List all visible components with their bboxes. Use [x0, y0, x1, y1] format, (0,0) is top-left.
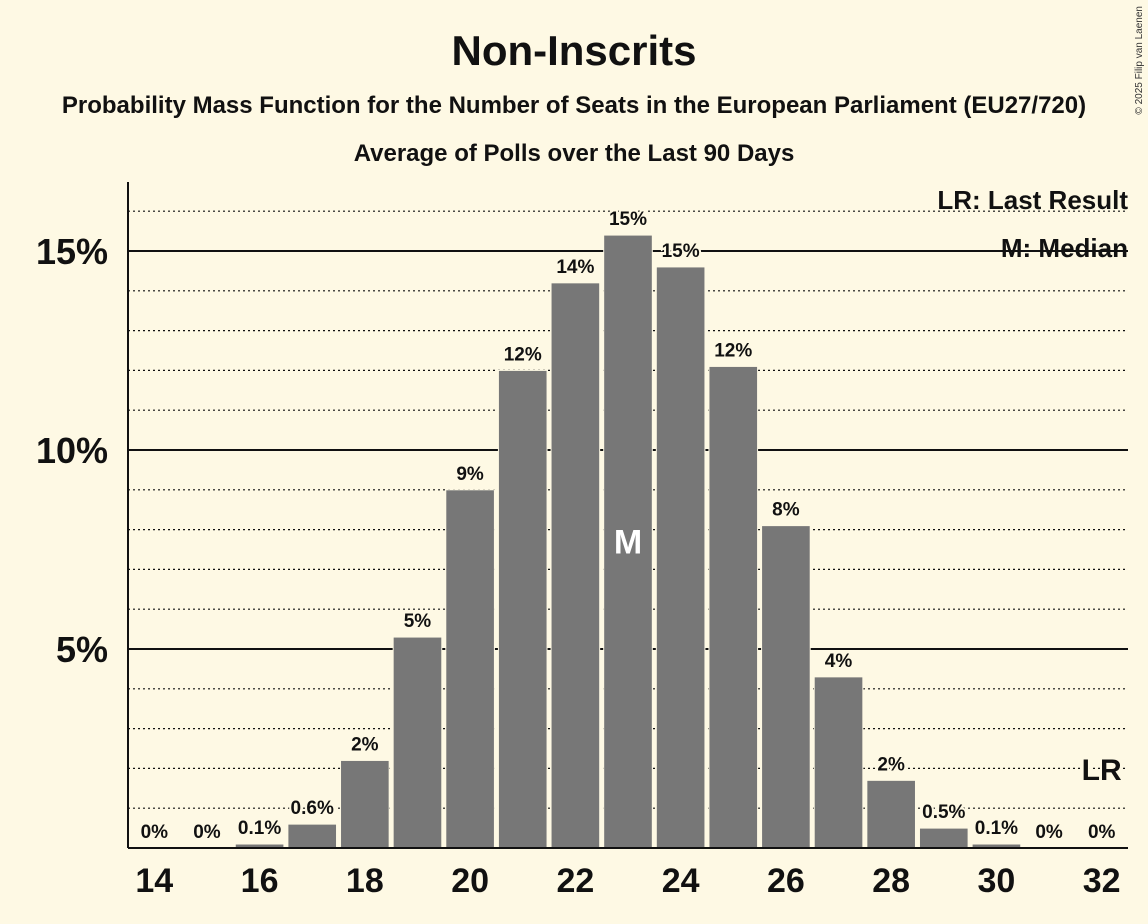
x-tick-label: 22	[556, 862, 594, 900]
y-tick-label: 5%	[56, 629, 108, 670]
bar-value-label: 0%	[141, 822, 169, 843]
bar-value-label: 2%	[877, 754, 905, 775]
bar-value-label: 0.5%	[922, 802, 965, 823]
bar-seat-19	[392, 636, 443, 849]
copyright-text: © 2025 Filip van Laenen	[1134, 6, 1145, 115]
chart-subtitle: Probability Mass Function for the Number…	[62, 92, 1086, 119]
bar-seat-20	[445, 489, 495, 849]
bar-value-label: 9%	[456, 464, 484, 485]
bar-value-label: 12%	[504, 344, 542, 365]
bar-seat-21	[497, 369, 548, 849]
bar-seat-28	[866, 779, 916, 849]
legend-median: M: Median	[1001, 233, 1128, 263]
bar-value-label: 0%	[1035, 822, 1063, 843]
x-tick-label: 16	[241, 862, 279, 900]
x-tick-label: 26	[767, 862, 805, 900]
x-tick-label: 24	[662, 862, 700, 900]
bar-value-label: 15%	[662, 241, 700, 262]
bar-seat-22	[550, 282, 601, 849]
legend: LR: Last Result M: Median	[937, 185, 1128, 263]
bar-value-label: 0%	[1088, 822, 1116, 843]
legend-last-result: LR: Last Result	[937, 185, 1128, 215]
bar-seat-25	[708, 365, 759, 849]
y-tick-label: 15%	[36, 231, 108, 272]
bars: 0% 0% 0.1% 0.6% 2% 5% 9% 12% 14% 15% 15% 12% 8% 4% 2% 0…	[139, 207, 1124, 849]
bar-seat-27	[813, 676, 864, 849]
bar-value-label: 4%	[825, 651, 853, 672]
last-result-marker: LR	[1082, 754, 1122, 787]
bar-value-label: 0.1%	[975, 818, 1018, 839]
chart-subtitle-2: Average of Polls over the Last 90 Days	[354, 140, 795, 167]
bar-value-label: 12%	[714, 340, 752, 361]
bar-value-label: 14%	[556, 257, 594, 278]
x-tick-label: 20	[451, 862, 489, 900]
x-tick-label: 14	[135, 862, 173, 900]
bar-value-label: 2%	[351, 734, 379, 755]
bar-seat-24	[655, 266, 706, 849]
bar-seat-29	[918, 827, 969, 849]
x-tick-label: 28	[872, 862, 910, 900]
bar-value-label: 0.1%	[238, 818, 281, 839]
bar-value-label: 8%	[772, 500, 800, 521]
bar-seat-26	[761, 525, 811, 849]
axes: 5% 10% 15% 14 16 18 20 22 24 26 28 30 32	[36, 182, 1128, 900]
x-tick-label: 18	[346, 862, 384, 900]
median-marker: M	[614, 524, 642, 562]
bar-value-label: 0.6%	[291, 798, 334, 819]
chart-title: Non-Inscrits	[451, 27, 696, 74]
y-tick-label: 10%	[36, 430, 108, 471]
x-tick-label: 30	[978, 862, 1016, 900]
bar-value-label: 5%	[404, 611, 432, 632]
bar-value-label: 15%	[609, 209, 647, 230]
x-tick-label: 32	[1083, 862, 1121, 900]
bar-seat-17	[287, 823, 338, 849]
bar-value-label: 0%	[193, 822, 221, 843]
bar-seat-18	[340, 759, 390, 849]
